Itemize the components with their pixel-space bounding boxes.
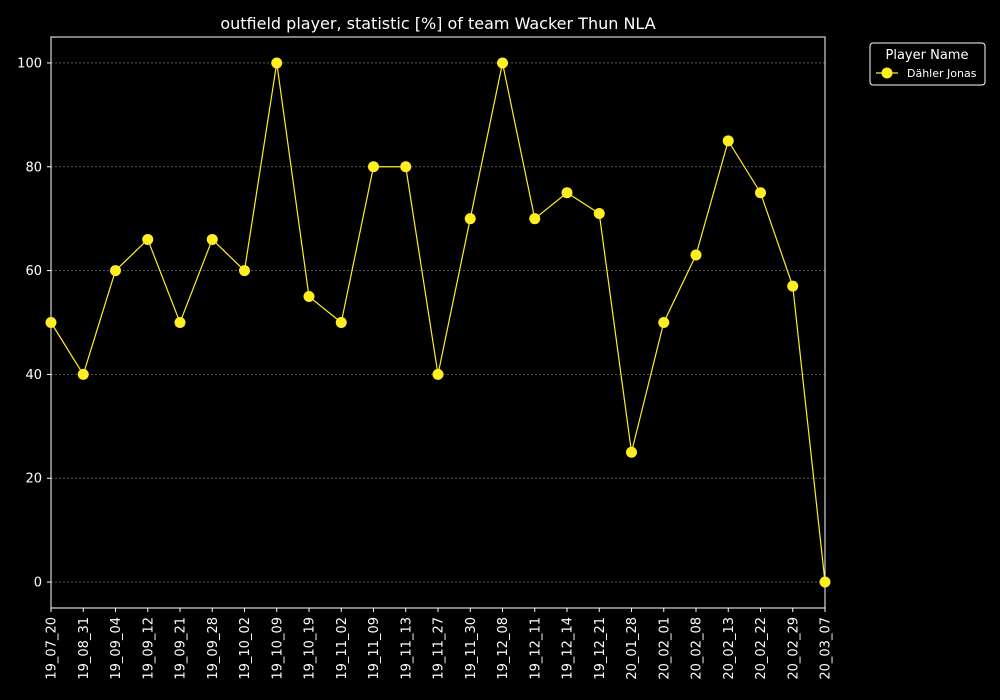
x-tick-label: 20_01_28 — [625, 617, 640, 680]
data-point — [174, 317, 186, 328]
y-tick-label: 60 — [25, 264, 42, 279]
x-tick-label: 19_07_20 — [45, 617, 60, 680]
data-point — [142, 233, 154, 245]
data-point — [497, 57, 508, 69]
x-tick-label: 20_02_01 — [657, 617, 672, 680]
legend-marker — [881, 67, 893, 79]
x-tick-label: 20_02_08 — [690, 617, 705, 680]
x-tick-label: 19_11_30 — [464, 617, 479, 680]
data-point — [271, 57, 283, 69]
data-point — [368, 161, 379, 173]
x-tick-label: 19_12_21 — [593, 617, 608, 680]
x-tick-label: 19_12_14 — [561, 617, 576, 680]
data-point — [303, 291, 315, 303]
x-axis: 19_07_20 19_08_31 19_09_04 19_09_12 19_09_21… — [45, 608, 834, 680]
y-tick-label: 20 — [25, 472, 42, 487]
data-point — [335, 317, 347, 328]
data-point — [787, 280, 799, 292]
y-axis: 0 20 40 60 80 100 — [17, 56, 51, 591]
y-tick-label: 80 — [25, 160, 42, 175]
gridlines — [51, 62, 825, 583]
data-point — [432, 368, 444, 380]
legend-box — [869, 42, 986, 86]
x-tick-label: 19_11_02 — [335, 617, 350, 680]
x-tick-label: 19_11_27 — [432, 617, 447, 680]
legend: Player Name Dähler Jonas — [869, 42, 986, 86]
data-point — [45, 317, 57, 328]
data-series — [45, 57, 831, 588]
data-point — [819, 576, 831, 588]
x-tick-label: 19_09_21 — [174, 617, 189, 680]
y-tick-label: 40 — [25, 368, 42, 383]
y-tick-label: 0 — [34, 576, 42, 591]
data-point — [755, 187, 766, 199]
data-point — [400, 161, 412, 173]
x-tick-label: 20_02_29 — [786, 617, 801, 680]
x-tick-label: 19_10_19 — [303, 617, 318, 680]
data-point — [690, 249, 702, 261]
x-tick-label: 19_10_09 — [270, 617, 285, 680]
data-point — [561, 187, 573, 199]
data-point — [77, 368, 89, 380]
x-tick-label: 19_10_02 — [238, 617, 253, 680]
data-point — [722, 135, 734, 147]
data-point — [626, 446, 637, 458]
x-tick-label: 19_09_04 — [109, 617, 124, 680]
y-tick-label: 100 — [17, 56, 42, 71]
chart-title: outfield player, statistic [%] of team W… — [220, 14, 655, 33]
data-point — [206, 233, 218, 245]
x-tick-label: 19_12_11 — [528, 617, 543, 680]
x-tick-label: 20_02_13 — [722, 617, 737, 680]
data-point — [464, 213, 476, 225]
x-tick-label: 20_03_07 — [819, 617, 834, 680]
legend-title: Player Name — [886, 48, 969, 63]
x-tick-label: 20_02_22 — [754, 617, 769, 680]
data-point — [593, 207, 605, 219]
data-point — [239, 265, 250, 277]
data-point — [110, 265, 121, 277]
x-tick-label: 19_12_08 — [496, 617, 511, 680]
x-tick-label: 19_11_13 — [399, 617, 414, 680]
x-tick-label: 19_09_28 — [206, 617, 221, 680]
data-point — [658, 317, 670, 328]
x-tick-label: 19_08_31 — [77, 617, 92, 680]
data-point — [529, 213, 541, 225]
legend-series-label: Dähler Jonas — [907, 67, 977, 80]
x-tick-label: 19_11_09 — [367, 617, 382, 680]
x-tick-label: 19_09_12 — [141, 617, 156, 680]
